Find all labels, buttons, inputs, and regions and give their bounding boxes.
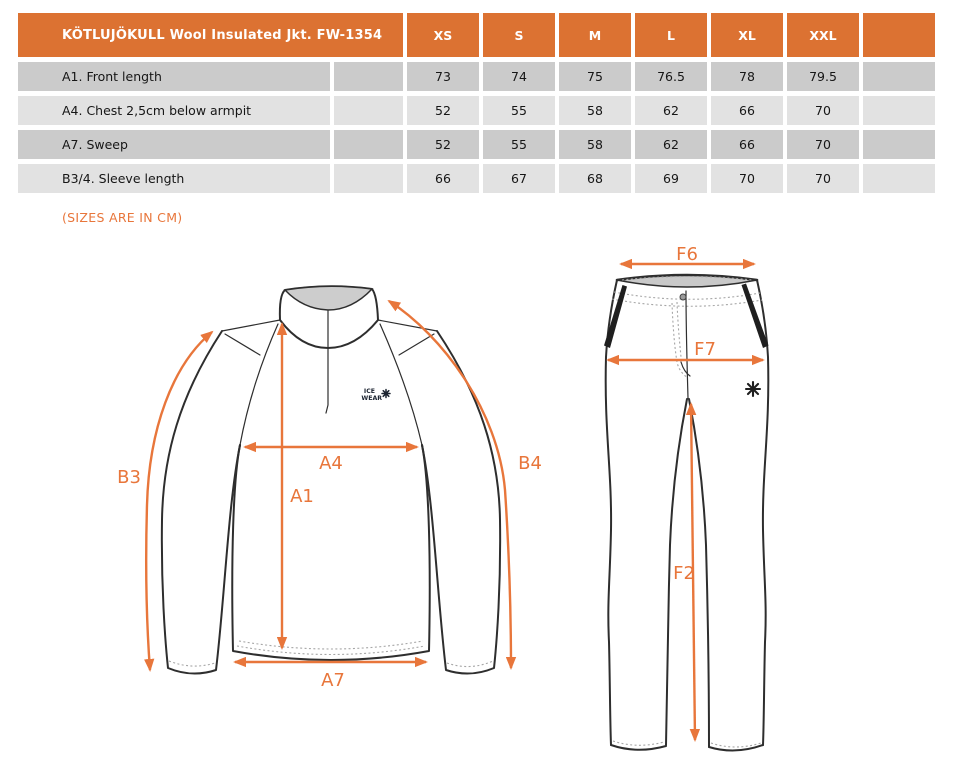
measure-arrow-f2 (685, 402, 701, 742)
pants-waistband-seam1 (613, 291, 761, 300)
cell-value: 73 (407, 62, 479, 91)
cell-value: 55 (483, 130, 555, 159)
cell-value: 66 (407, 164, 479, 193)
jacket-right-cuff-stitch (446, 660, 494, 668)
size-header-xl: XL (711, 13, 783, 57)
jacket-left-shoulder-panel-seam (224, 333, 261, 356)
cell-value: 79.5 (787, 62, 859, 91)
measure-label-a7: A7 (321, 670, 345, 691)
row-label: A1. Front length (18, 62, 330, 91)
cell-value: 52 (407, 130, 479, 159)
row-spacer-cell (863, 164, 935, 193)
row-spacer-cell (863, 62, 935, 91)
cell-value: 62 (635, 96, 707, 125)
cell-value: 70 (711, 164, 783, 193)
pants-diagram: F6 F7 F2 (604, 244, 770, 752)
jacket-hem-stitch2 (238, 640, 424, 650)
jacket-right-sleeve (421, 330, 502, 675)
cell-value: 76.5 (635, 62, 707, 91)
cell-value: 75 (559, 62, 631, 91)
size-header-s: S (483, 13, 555, 57)
measure-label-f2: F2 (673, 563, 695, 584)
jacket-left-shoulder-seam (221, 319, 281, 332)
pants-left-hem-stitch (612, 740, 665, 746)
cell-value: 58 (559, 130, 631, 159)
pants-right-hem-stitch (710, 742, 762, 748)
measure-label-b4: B4 (518, 453, 542, 474)
jacket-left-raglan-seam (239, 323, 279, 446)
sizes-note: (SIZES ARE IN CM) (62, 210, 183, 225)
jacket-left-cuff-stitch (168, 660, 216, 667)
row-spacer-cell (863, 96, 935, 125)
pants-fly-stitch2 (676, 301, 682, 358)
cell-value: 70 (787, 164, 859, 193)
cell-value: 58 (559, 96, 631, 125)
logo-star-icon (381, 388, 391, 399)
jacket-right-shoulder-panel-seam (398, 333, 435, 356)
jacket-collar-inside (283, 285, 374, 311)
cell-value: 70 (787, 130, 859, 159)
jacket-right-shoulder-seam (377, 319, 438, 332)
size-header-l: L (635, 13, 707, 57)
jacket-zipper (325, 310, 329, 414)
pants-waist-top-edge (615, 273, 759, 282)
cell-value: 68 (559, 164, 631, 193)
row-spacer-cell (334, 96, 403, 125)
cell-value: 69 (635, 164, 707, 193)
pants-left-hem (610, 744, 667, 751)
pants-right-pocket (741, 283, 769, 348)
pants-waist-stitch (621, 275, 753, 281)
pants-right-outer-edge (756, 279, 770, 746)
cell-value: 78 (711, 62, 783, 91)
measure-label-a1: A1 (290, 486, 314, 507)
measure-label-f7: F7 (694, 339, 716, 360)
cell-value: 52 (407, 96, 479, 125)
icewear-logo: ICE WEAR (361, 388, 391, 402)
row-spacer-cell (334, 164, 403, 193)
row-spacer-cell (334, 130, 403, 159)
measure-label-a4: A4 (319, 453, 343, 474)
row-spacer-cell (334, 62, 403, 91)
measure-arrow-b3 (143, 330, 214, 672)
cell-value: 67 (483, 164, 555, 193)
logo-text-ice: ICE (364, 388, 375, 395)
pants-button (679, 293, 687, 301)
jacket-hem-stitch (236, 645, 426, 656)
size-header-xxl: XXL (787, 13, 859, 57)
cell-value: 62 (635, 130, 707, 159)
pants-right-hem (708, 744, 764, 752)
row-label: B3/4. Sleeve length (18, 164, 330, 193)
jacket-right-raglan-seam (379, 323, 423, 446)
size-chart-table: KÖTLUJÖKULL Wool Insulated Jkt. FW-1354 … (18, 13, 935, 193)
row-spacer-cell (863, 130, 935, 159)
cell-value: 74 (483, 62, 555, 91)
logo-text-wear: WEAR (361, 395, 382, 402)
pants-left-inner-edge (665, 398, 688, 746)
measure-label-f6: F6 (676, 244, 698, 265)
row-label: A4. Chest 2,5cm below armpit (18, 96, 330, 125)
pants-left-outer-edge (604, 279, 618, 746)
cell-value: 66 (711, 130, 783, 159)
cell-value: 55 (483, 96, 555, 125)
pants-center-seam (685, 290, 689, 399)
row-label: A7. Sweep (18, 130, 330, 159)
size-header-xs: XS (407, 13, 479, 57)
header-spacer-cell (863, 13, 935, 57)
measure-label-b3: B3 (117, 467, 141, 488)
snowflake-icon (744, 380, 762, 398)
pants-left-pocket (604, 285, 627, 348)
table-title: KÖTLUJÖKULL Wool Insulated Jkt. FW-1354 (18, 13, 403, 57)
pants-waistband-seam2 (611, 298, 763, 307)
size-header-m: M (559, 13, 631, 57)
jacket-body (231, 444, 431, 661)
jacket-diagram: ICE WEAR B3 A4 A1 B4 A7 (117, 285, 542, 691)
cell-value: 70 (787, 96, 859, 125)
measure-arrow-b4 (387, 299, 517, 670)
cell-value: 66 (711, 96, 783, 125)
